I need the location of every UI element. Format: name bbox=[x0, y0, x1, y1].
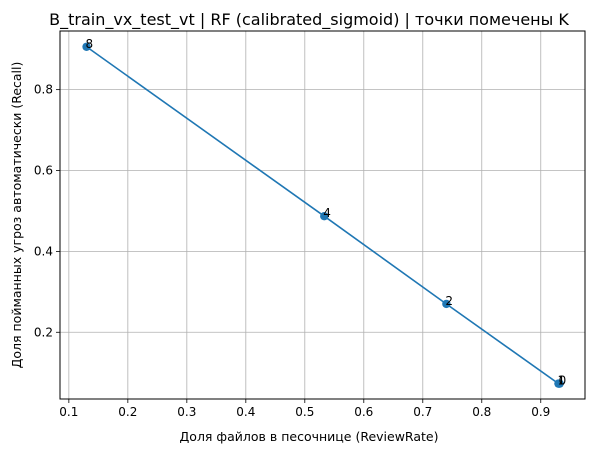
point-label: 0 bbox=[559, 374, 567, 388]
x-axis-label: Доля файлов в песочнице (ReviewRate) bbox=[180, 429, 439, 444]
plot-frame bbox=[59, 30, 586, 400]
x-tick-label: 0.1 bbox=[59, 405, 78, 419]
point-label: 4 bbox=[323, 206, 331, 220]
point-label: 2 bbox=[445, 294, 453, 308]
data-point bbox=[555, 379, 564, 388]
y-tick-label: 0.4 bbox=[34, 244, 53, 258]
x-tick-label: 0.4 bbox=[236, 405, 255, 419]
data-point bbox=[442, 299, 451, 309]
ticks-layer: 0.1 0.2 0.3 0.4 0.5 0.6 0.7 0.8 0.9 0.2 0.4 0.6 0.8 bbox=[34, 83, 550, 419]
data-point bbox=[320, 212, 329, 221]
point-label: 8 bbox=[86, 37, 94, 51]
x-tick-label: 0.6 bbox=[354, 405, 373, 419]
grid-lines bbox=[60, 31, 585, 399]
y-tick-label: 0.8 bbox=[34, 83, 53, 97]
point-label: 1 bbox=[557, 374, 565, 388]
series-layer bbox=[82, 42, 564, 388]
x-tick-label: 0.5 bbox=[295, 405, 314, 419]
chart-title: B_train_vx_test_vt | RF (calibrated_sigm… bbox=[49, 10, 569, 30]
y-tick-label: 0.2 bbox=[34, 325, 53, 339]
data-point bbox=[82, 42, 91, 51]
x-tick-label: 0.7 bbox=[413, 405, 432, 419]
x-tick-label: 0.8 bbox=[472, 405, 491, 419]
x-tick-label: 0.3 bbox=[177, 405, 196, 419]
x-tick-label: 0.2 bbox=[118, 405, 137, 419]
point-labels: 8 4 2 10 bbox=[86, 37, 567, 388]
y-axis-label: Доля пойманных угроз автоматически (Reca… bbox=[9, 62, 24, 369]
x-tick-label: 0.9 bbox=[531, 405, 550, 419]
y-tick-label: 0.6 bbox=[34, 164, 53, 178]
